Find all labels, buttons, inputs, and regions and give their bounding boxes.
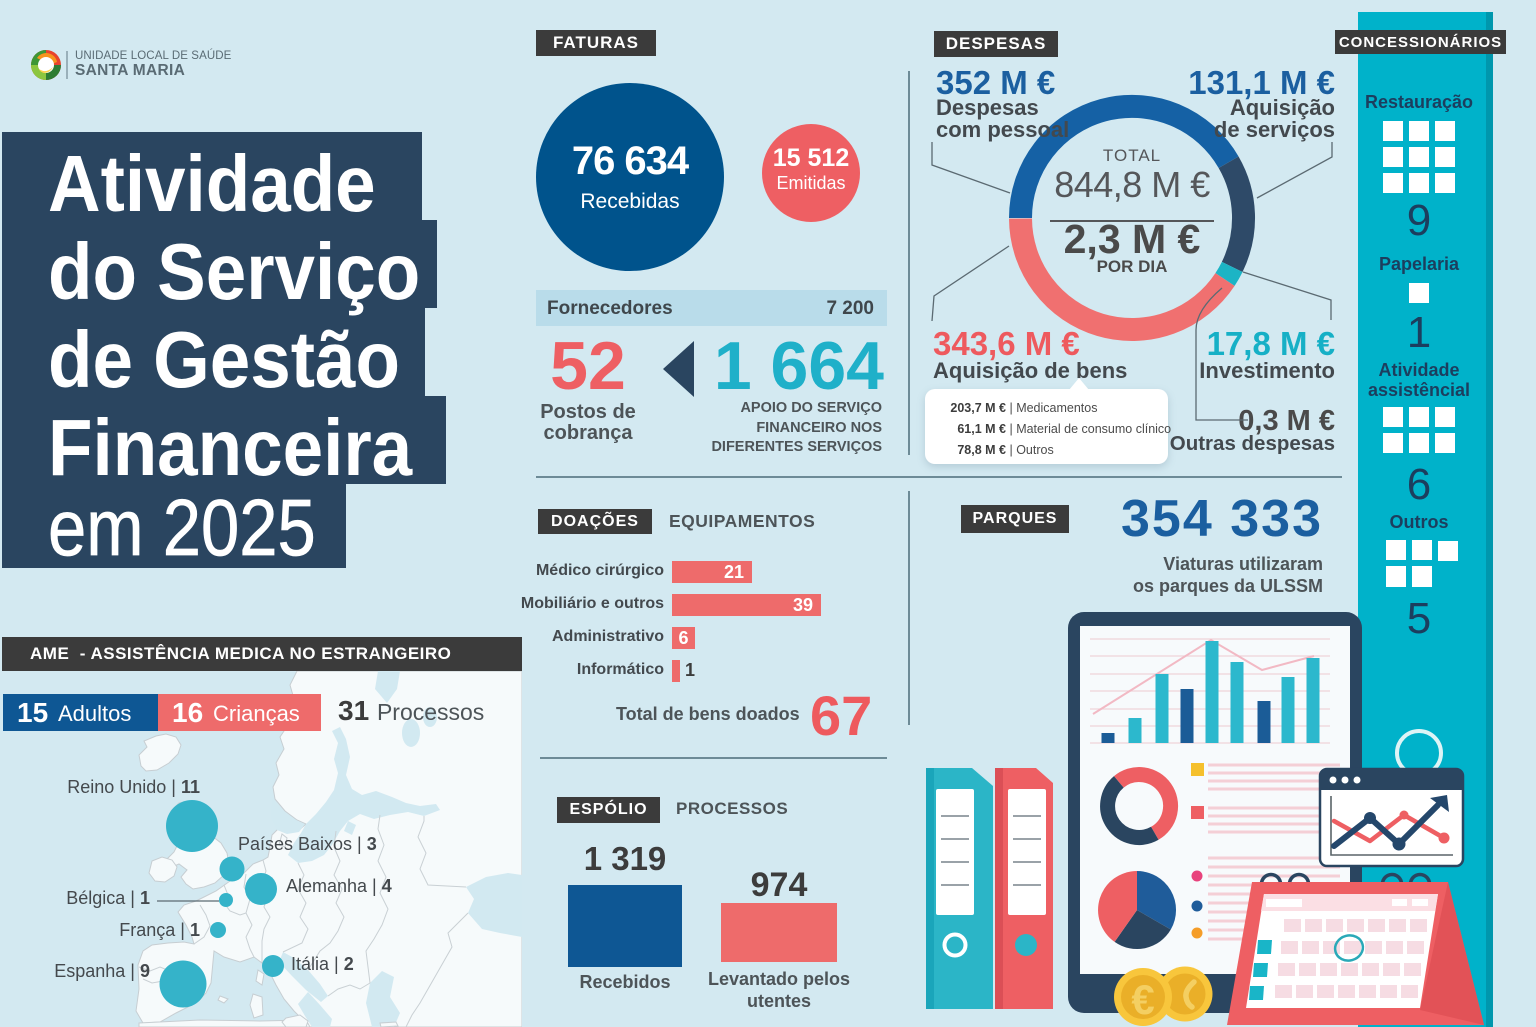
svg-text:€: € (1131, 976, 1154, 1023)
